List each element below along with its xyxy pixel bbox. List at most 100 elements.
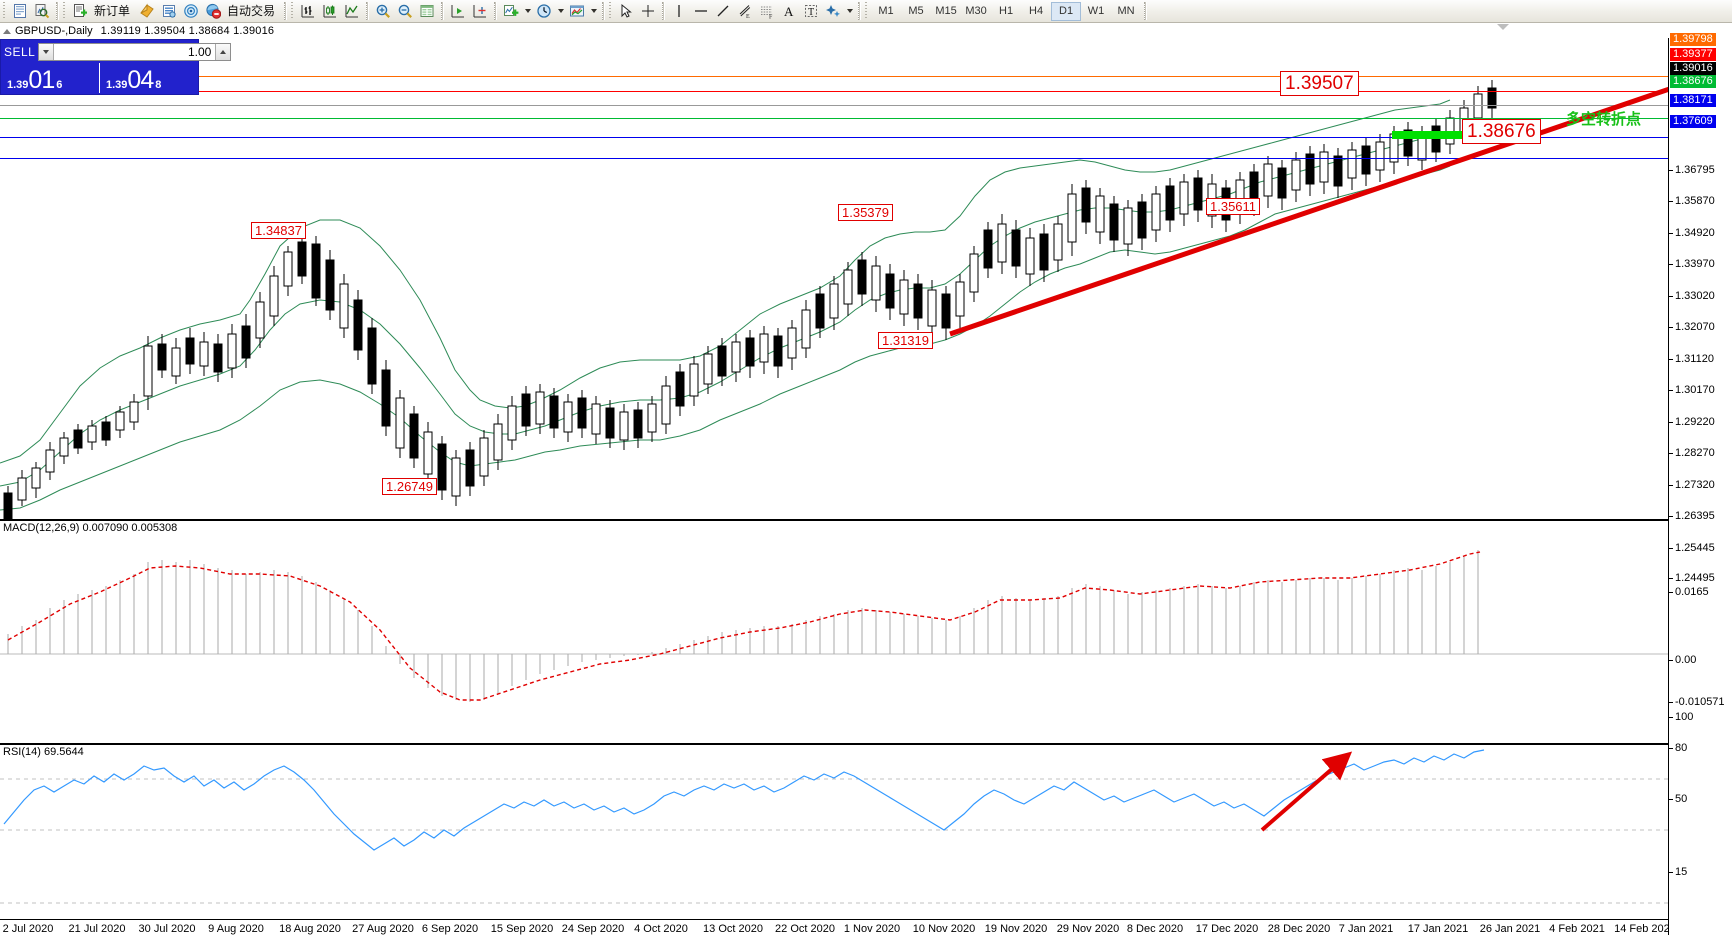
main-toolbar: 新订单 自动交易 (0, 0, 1732, 23)
toolbar-grip-timeframes[interactable] (864, 2, 870, 20)
navigator-icon[interactable] (158, 1, 180, 21)
metaeditor-icon[interactable] (136, 1, 158, 21)
text-box-icon[interactable]: T (800, 1, 822, 21)
rsi-uptrend-line (1260, 751, 1353, 832)
svg-text:A: A (784, 4, 794, 19)
date-tick-5: 27 Aug 2020 (352, 923, 414, 935)
volume-input[interactable] (54, 44, 216, 60)
buy-price[interactable]: 1.39 04 8 (100, 62, 198, 94)
annotation-price-1-34837[interactable]: 1.34837 (251, 222, 306, 239)
zoom-in-icon[interactable] (372, 1, 394, 21)
annotation-price-1-38676[interactable]: 1.38676 (1462, 119, 1541, 144)
pane-separator-macd-rsi[interactable] (0, 743, 1668, 745)
sell-price[interactable]: 1.39 01 6 (1, 62, 99, 94)
toolbar-grip-trade[interactable] (62, 2, 67, 20)
timeframe-m30[interactable]: M30 (965, 5, 987, 17)
axis-tick-1-32070: 1.32070 (1669, 321, 1715, 333)
zoom-out-icon[interactable] (394, 1, 416, 21)
chart-autoscroll-icon[interactable] (469, 1, 491, 21)
indicators-add-icon[interactable] (500, 1, 522, 21)
shapes-icon[interactable] (822, 1, 844, 21)
horizontal-line-icon[interactable] (690, 1, 712, 21)
toolbar-separator-8 (858, 2, 862, 20)
date-tick-3: 9 Aug 2020 (208, 923, 264, 935)
timeframe-m5[interactable]: M5 (908, 5, 924, 17)
indicators-dropdown-arrow-icon[interactable] (522, 1, 533, 21)
price-pane[interactable]: 1.34837 1.26749 1.35379 1.31319 1.35611 … (0, 38, 1668, 520)
chart-restore-icon[interactable] (3, 28, 11, 34)
macd-pane[interactable]: MACD(12,26,9) 0.007090 0.005308 (0, 522, 1668, 722)
timeframe-w1[interactable]: W1 (1087, 5, 1105, 17)
sell-price-big: 01 (28, 66, 55, 94)
date-tick-17: 17 Dec 2020 (1195, 923, 1259, 935)
timeframe-h4[interactable]: H4 (1029, 5, 1044, 17)
rsi-pane[interactable]: RSI(14) 69.5644 (0, 746, 1668, 919)
equidistant-channel-icon[interactable]: E (734, 1, 756, 21)
cursor-icon[interactable] (615, 1, 637, 21)
date-tick-2: 30 Jul 2020 (138, 923, 196, 935)
volume-decrement-button[interactable] (39, 44, 55, 60)
sell-button[interactable]: SELL (4, 45, 36, 59)
date-tick-12: 1 Nov 2020 (843, 923, 901, 935)
chart-shift-icon[interactable] (447, 1, 469, 21)
bar-chart-icon[interactable] (297, 1, 319, 21)
timeframe-m15[interactable]: M15 (935, 5, 957, 17)
chart-symbol-header: GBPUSD-,Daily 1.39119 1.39504 1.38684 1.… (0, 24, 1668, 38)
timeframe-d1[interactable]: D1 (1051, 1, 1082, 21)
trendline-icon[interactable] (712, 1, 734, 21)
axis-badge-blue-2: 1.37609 (1670, 115, 1716, 128)
volume-stepper[interactable] (38, 43, 232, 61)
autotrading-button[interactable]: 自动交易 (202, 1, 281, 21)
vertical-line-icon[interactable] (668, 1, 690, 21)
fibonacci-retracement-icon[interactable]: F (756, 1, 778, 21)
reference-line-green (0, 118, 1668, 119)
data-window-icon[interactable] (416, 1, 438, 21)
annotation-price-1-31319[interactable]: 1.31319 (878, 332, 933, 349)
macd-signal-line (7, 551, 1481, 701)
toolbar-grip-lines[interactable] (608, 2, 614, 20)
toolbar-separator (56, 2, 59, 20)
annotation-price-1-35379[interactable]: 1.35379 (838, 204, 893, 221)
timeframe-m1[interactable]: M1 (878, 5, 894, 17)
text-label-icon[interactable]: A (778, 1, 800, 21)
svg-text:T: T (808, 7, 814, 18)
axis-tick-1-30170: 1.30170 (1669, 384, 1715, 396)
timeframe-mn[interactable]: MN (1117, 5, 1135, 17)
pane-separator-price-macd[interactable] (0, 519, 1668, 521)
axis-tick-rsi-15: 15 (1669, 866, 1687, 878)
chart-scroll-indicator-icon[interactable] (1497, 24, 1509, 30)
crosshair-icon[interactable] (637, 1, 659, 21)
candlestick-chart-icon[interactable] (319, 1, 341, 21)
axis-tick-1-27320: 1.27320 (1669, 479, 1715, 491)
annotation-price-1-39507[interactable]: 1.39507 (1280, 71, 1359, 96)
new-order-button[interactable]: 新订单 (69, 1, 136, 21)
annotation-price-1-26749[interactable]: 1.26749 (382, 478, 437, 495)
buy-price-lead: 1.39 (106, 79, 128, 91)
price-axis[interactable]: 1.39798 1.39377 1.39016 1.38676 1.38171 … (1668, 33, 1732, 942)
toolbar-grip-charts[interactable] (290, 2, 296, 20)
annotation-price-1-35611[interactable]: 1.35611 (1206, 198, 1261, 215)
new-chart-icon[interactable] (9, 1, 31, 21)
search-symbol-icon[interactable] (31, 1, 53, 21)
volume-increment-button[interactable] (215, 44, 231, 60)
period-separator-icon[interactable] (533, 1, 555, 21)
date-tick-23: 14 Feb 2021 (1614, 923, 1676, 935)
period-dropdown-arrow-icon[interactable] (555, 1, 566, 21)
bottom-strip (0, 935, 1732, 942)
date-tick-6: 6 Sep 2020 (421, 923, 479, 935)
signals-icon[interactable] (180, 1, 202, 21)
axis-tick-1-28270: 1.28270 (1669, 447, 1715, 459)
buy-button[interactable]: BUY (234, 45, 261, 59)
templates-icon[interactable] (566, 1, 588, 21)
toolbar-grip-standard[interactable] (2, 2, 7, 20)
line-chart-icon[interactable] (341, 1, 363, 21)
chart-container[interactable]: 1.34837 1.26749 1.35379 1.31319 1.35611 … (0, 33, 1732, 942)
templates-dropdown-arrow-icon[interactable] (588, 1, 599, 21)
annotation-chinese-note[interactable]: 多空转折点 (1566, 110, 1642, 128)
axis-badge-blue-1: 1.38171 (1670, 94, 1716, 107)
shapes-dropdown-arrow-icon[interactable] (844, 1, 855, 21)
date-tick-4: 18 Aug 2020 (279, 923, 341, 935)
rsi-pane-label: RSI(14) 69.5644 (3, 746, 84, 758)
timeframe-h1[interactable]: H1 (999, 5, 1014, 17)
